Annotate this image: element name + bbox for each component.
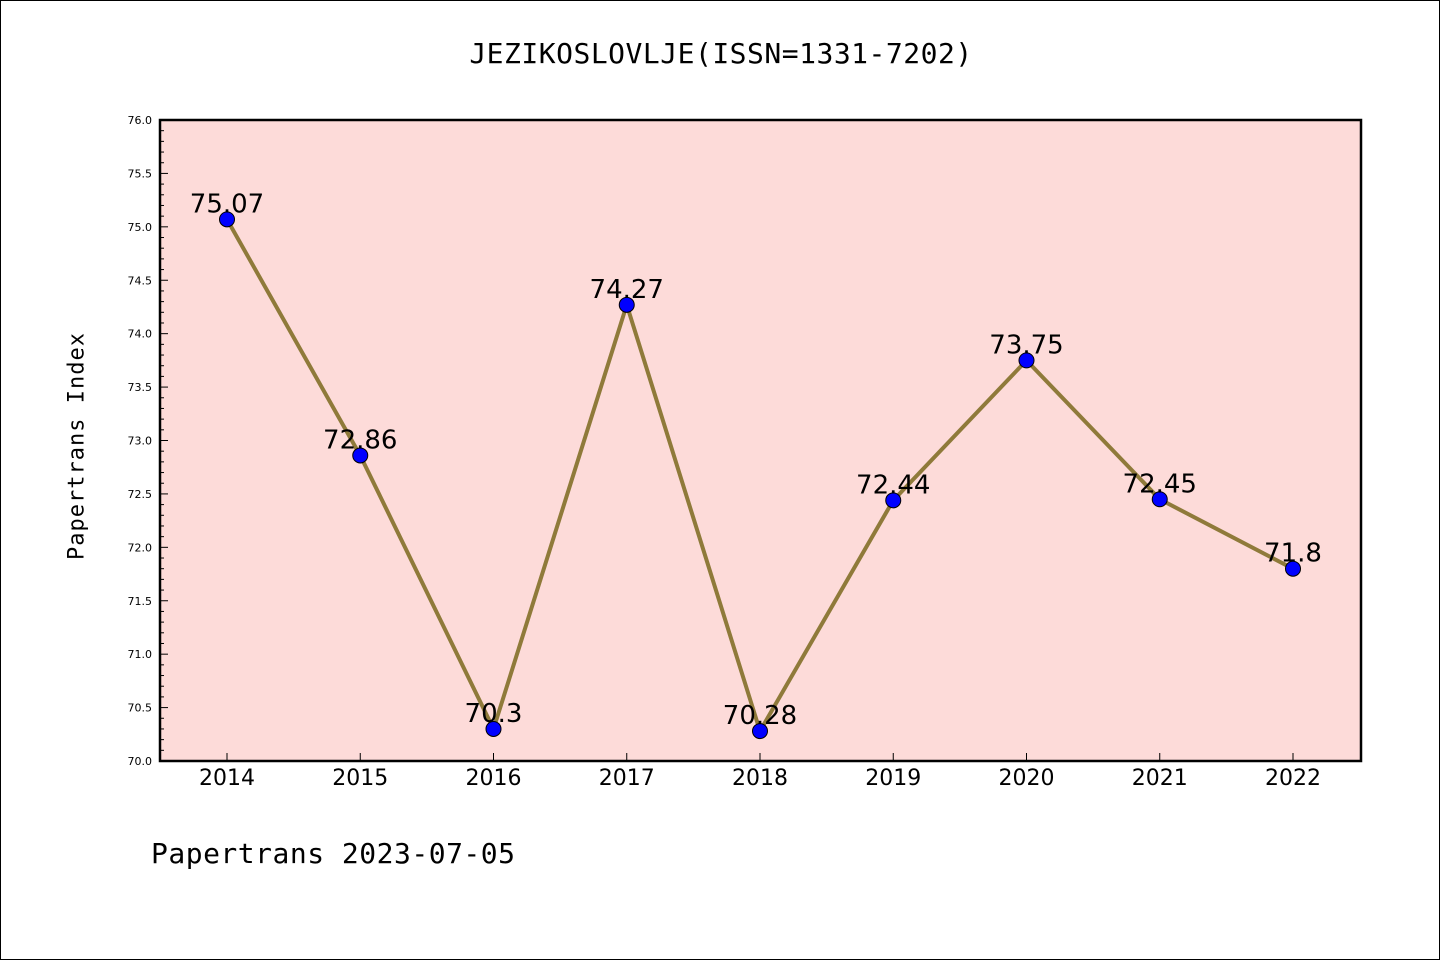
data-label: 74.27 bbox=[590, 275, 664, 305]
series-markers bbox=[219, 211, 1301, 740]
y-tick-label: 70.5 bbox=[128, 702, 153, 715]
y-tick-label: 71.0 bbox=[128, 648, 153, 661]
data-label: 70.28 bbox=[723, 701, 797, 731]
data-point bbox=[1285, 560, 1301, 577]
y-tick-label: 74.5 bbox=[128, 274, 153, 287]
data-label: 75.07 bbox=[190, 189, 264, 219]
data-label: 72.45 bbox=[1123, 469, 1197, 499]
data-label: 71.8 bbox=[1264, 539, 1322, 569]
data-point bbox=[352, 447, 369, 464]
x-tick-label: 2021 bbox=[1132, 766, 1188, 791]
y-tick-label: 73.5 bbox=[128, 381, 153, 394]
data-point bbox=[1018, 352, 1035, 369]
y-tick-label: 71.5 bbox=[128, 595, 153, 608]
data-point bbox=[618, 296, 635, 313]
y-axis: 70.0 70.5 71.0 71.5 72.0 72.5 73.0 73.5 74.0 74.5… bbox=[128, 114, 168, 768]
data-label: 70.3 bbox=[465, 699, 523, 729]
x-tick-label: 2014 bbox=[199, 766, 255, 791]
data-label: 73.75 bbox=[989, 330, 1063, 360]
y-tick-label: 70.0 bbox=[128, 755, 153, 768]
data-point bbox=[1151, 491, 1168, 508]
x-axis: 2014 2015 2016 2017 2018 2019 2020 2021 2022 bbox=[199, 753, 1321, 791]
y-tick-label: 74.0 bbox=[128, 328, 153, 341]
x-tick-label: 2018 bbox=[732, 766, 788, 791]
y-tick-label: 76.0 bbox=[128, 114, 153, 127]
footer-text: Papertrans 2023-07-05 bbox=[151, 837, 516, 870]
data-point bbox=[485, 720, 502, 737]
x-tick-label: 2019 bbox=[865, 766, 921, 791]
plot-area bbox=[158, 118, 1363, 763]
y-tick-label: 75.0 bbox=[128, 221, 153, 234]
y-tick-label: 72.0 bbox=[128, 541, 153, 554]
x-tick-label: 2015 bbox=[332, 766, 388, 791]
data-labels: 75.07 72.86 70.3 74.27 70.28 72.44 73.75 72.45 7… bbox=[190, 189, 1322, 731]
x-tick-label: 2017 bbox=[599, 766, 655, 791]
y-tick-label: 72.5 bbox=[128, 488, 153, 501]
data-point bbox=[219, 211, 235, 228]
chart-title: JEZIKOSLOVLJE(ISSN=1331-7202) bbox=[469, 37, 973, 70]
x-tick-label: 2020 bbox=[999, 766, 1055, 791]
x-tick-label: 2022 bbox=[1265, 766, 1321, 791]
data-label: 72.44 bbox=[856, 470, 930, 500]
data-point bbox=[885, 492, 902, 509]
y-tick-label: 75.5 bbox=[128, 167, 153, 180]
x-tick-label: 2016 bbox=[466, 766, 522, 791]
data-label: 72.86 bbox=[323, 425, 397, 455]
data-point bbox=[752, 723, 768, 740]
y-tick-label: 73.0 bbox=[128, 435, 153, 448]
